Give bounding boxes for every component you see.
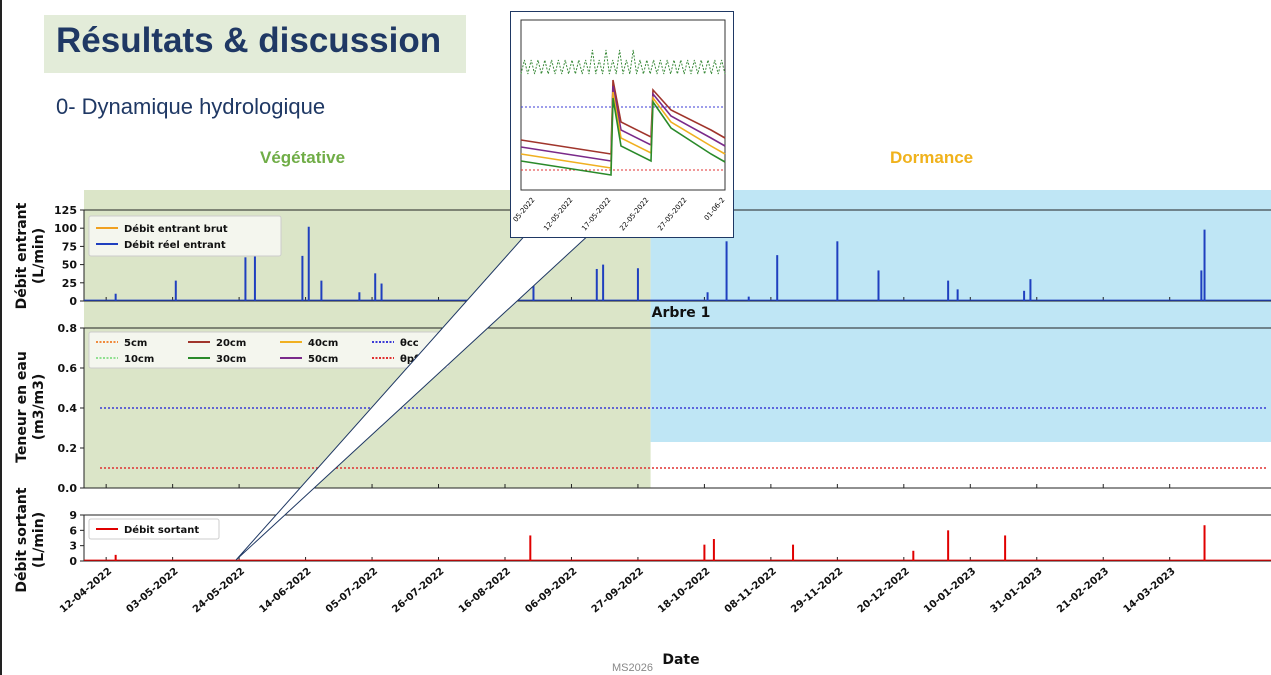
x-tick-label: 24-05-2022 [191,566,247,616]
y-axis-title: Débit entrant(L/min) [14,202,47,309]
panel-title: Arbre 1 [652,305,711,321]
y-tick-label: 9 [69,509,77,522]
legend-label: θcc [400,338,419,349]
dormancy-band [650,190,1271,442]
legend-box [88,518,220,540]
y-tick-label: 50 [62,259,78,272]
water-content-panel: 0.8 0.6 0.4 0.2 0.0 Teneur en eau(m3/m3) Arbre… [14,305,1267,495]
y-tick-label: 0.6 [58,362,78,375]
outflow-panel: 9 6 3 0 Débit sortant(L/min) [14,487,1271,593]
y-tick-label: 75 [62,240,77,253]
slide-subtitle: 0- Dynamique hydrologique [56,94,326,119]
inset-plot-area [520,19,726,191]
inset-x-tick-label: 27-05-2022 [656,196,688,232]
phase-label-vegetative: Végétative [260,148,346,167]
y-tick-label: 0.2 [58,442,78,455]
x-tick-label: 08-11-2022 [723,566,779,616]
legend-label: 30cm [216,354,246,365]
x-tick-label: 18-10-2022 [656,566,712,616]
y-tick-label: 3 [69,540,77,553]
inflow-panel: 125 100 75 50 25 0 Débit entrant(L/min) [14,202,1271,309]
legend-label: 10cm [124,354,154,365]
x-tick-label: 05-07-2022 [324,566,380,616]
legend-label: 40cm [308,338,338,349]
legend-label: 20cm [216,338,246,349]
y-tick-label: 0 [69,295,77,308]
slide-title: Résultats & discussion [56,21,442,60]
x-tick-label: 20-12-2022 [856,566,912,616]
zoom-inset: 05-2022 12-05-2022 17-05-2022 22-05-2022 27-… [510,11,734,238]
legend-label: Débit réel entrant [124,239,226,251]
inset-series-line [520,97,726,176]
x-tick-label: 21-02-2023 [1055,566,1111,616]
frame-border [0,0,2,675]
y-tick-label: 100 [54,222,77,235]
x-tick-label: 12-04-2022 [58,566,114,616]
zoom-inset-chart: 05-2022 12-05-2022 17-05-2022 22-05-2022 27-… [512,19,727,232]
x-tick-label: 27-09-2022 [590,566,646,616]
y-tick-label: 0.8 [58,322,78,335]
y-tick-label: 25 [62,277,77,290]
inset-x-tick-label: 12-05-2022 [542,196,574,232]
title-background [44,15,466,73]
legend-label: 5cm [124,338,147,349]
x-tick-label: 10-01-2023 [922,566,978,616]
x-tick-labels: 12-04-2022 03-05-2022 24-05-2022 14-06-2022… [58,566,1178,668]
y-tick-label: 0.4 [58,402,78,415]
x-tick-label: 31-01-2023 [989,566,1045,616]
inset-x-tick-label: 17-05-2022 [580,196,612,232]
y-axis-title: Teneur en eau(m3/m3) [14,351,47,463]
footer-text: MS2026 [612,662,653,674]
x-tick-label: 16-08-2022 [457,566,513,616]
legend-label: Débit entrant brut [124,223,228,235]
inset-x-tick-label: 01-06-2 [703,196,727,222]
inset-series-line [520,49,726,75]
x-tick-label: 14-06-2022 [257,566,313,616]
y-axis-title: Débit sortant(L/min) [14,487,47,592]
y-tick-label: 125 [54,204,77,217]
phase-label-dormancy: Dormance [890,148,974,167]
x-tick-label: 03-05-2022 [124,566,180,616]
x-tick-label: 14-03-2023 [1122,566,1178,616]
legend-box [88,215,282,257]
x-tick-label: 26-07-2022 [390,566,446,616]
legend-label: 50cm [308,354,338,365]
y-tick-label: 0 [69,555,77,568]
x-axis-title: Date [662,652,699,668]
inset-x-tick-label: 05-2022 [512,196,537,224]
y-tick-label: 6 [69,524,77,537]
x-tick-label: 06-09-2022 [523,566,579,616]
legend-label: θpf [400,354,419,365]
legends: Débit entrant brut Débit réel entrant 5cm 1… [88,215,450,540]
x-tick-label: 29-11-2022 [789,566,845,616]
legend-label: Débit sortant [124,524,199,536]
y-tick-label: 0.0 [58,482,78,495]
inset-x-tick-label: 22-05-2022 [618,196,650,232]
